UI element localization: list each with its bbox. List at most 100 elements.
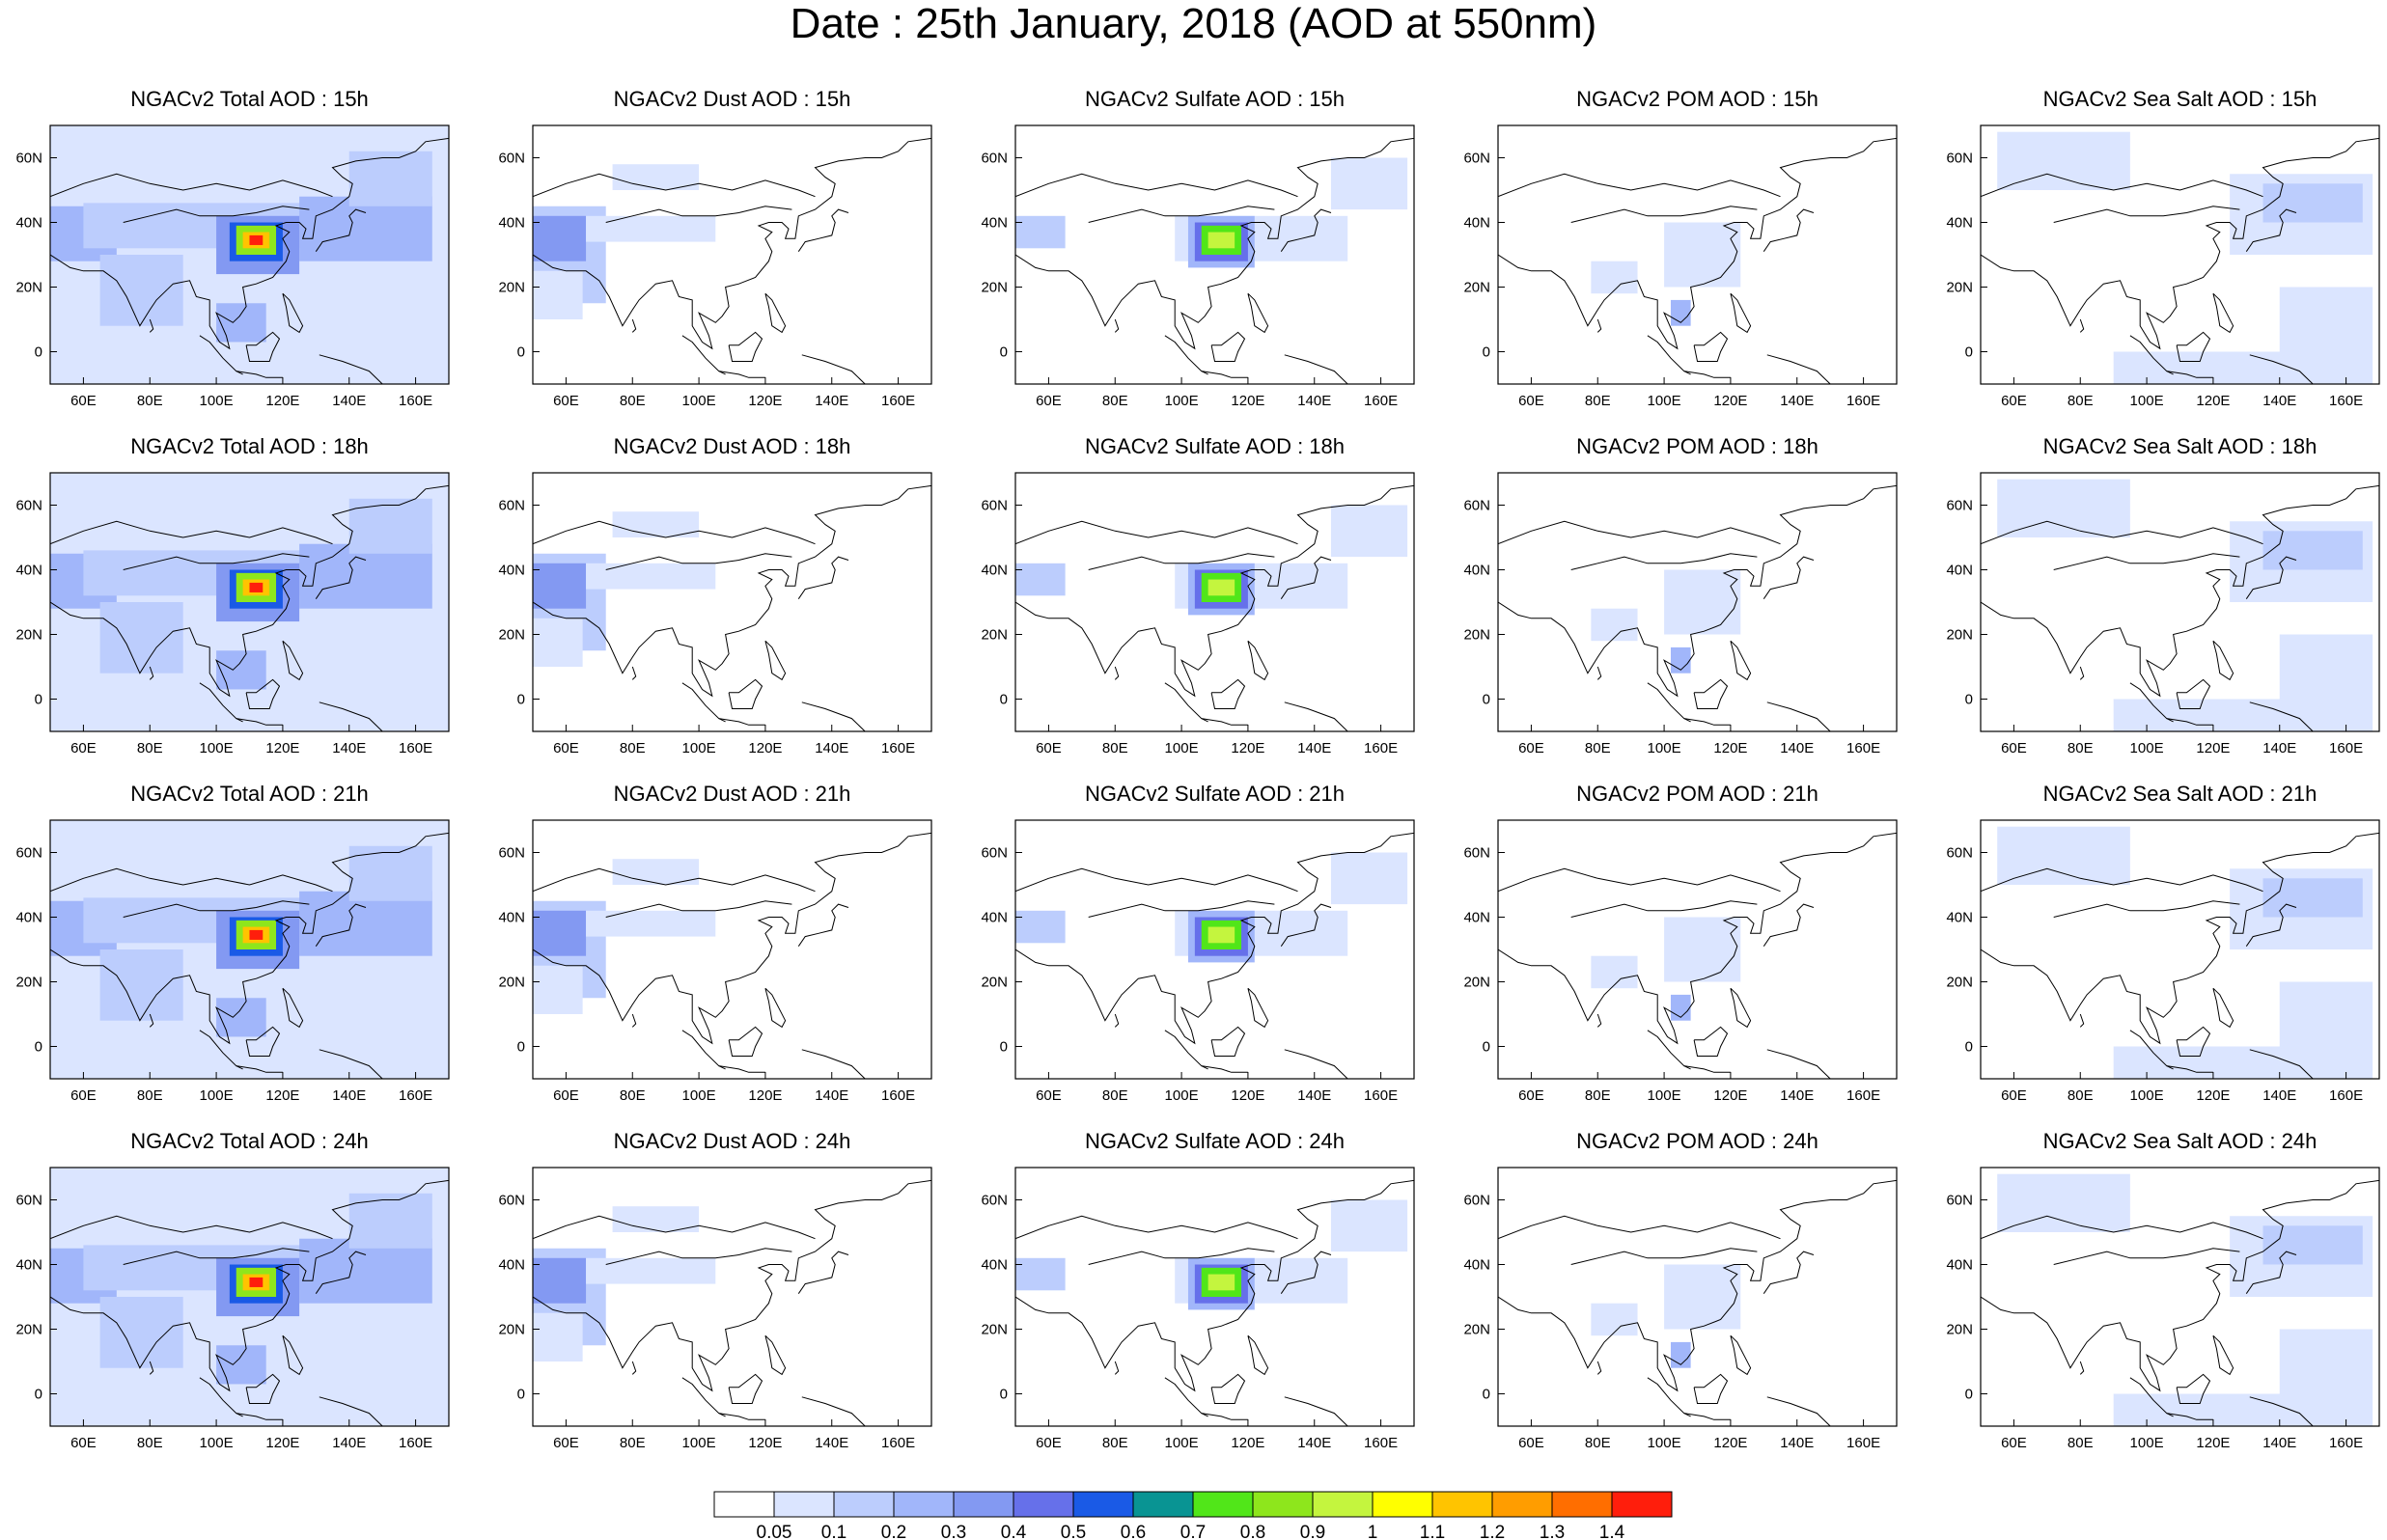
y-tick-label: 20N [1463, 975, 1490, 991]
y-tick-label: 20N [498, 280, 525, 296]
coastline [315, 903, 367, 947]
x-tick-label: 120E [748, 1087, 782, 1104]
coastline [236, 1065, 283, 1073]
coastline [319, 1049, 383, 1079]
y-tick-label: 40N [1463, 1257, 1490, 1274]
x-tick-label: 160E [881, 1435, 915, 1451]
coastline [1210, 1373, 1246, 1404]
x-tick-label: 140E [2262, 1435, 2296, 1451]
aod-cell [299, 196, 432, 261]
coastline [1647, 1030, 1691, 1070]
coastline [1164, 335, 1208, 375]
coastline [1570, 900, 1758, 918]
x-tick-label: 100E [682, 1435, 716, 1451]
coastline [1730, 640, 1752, 681]
panel-title: NGACv2 Sea Salt AOD : 18h [2042, 434, 2318, 458]
coastline [236, 1413, 283, 1420]
x-tick-label: 140E [2262, 1087, 2296, 1104]
x-tick-label: 120E [1713, 1087, 1747, 1104]
colorbar-swatch [1551, 1491, 1613, 1518]
y-tick-label: 40N [1946, 1257, 1973, 1274]
aod-field [50, 125, 449, 384]
aod-cell [533, 270, 583, 319]
aod-cell [1015, 215, 1066, 249]
y-tick-label: 0 [1965, 1039, 1973, 1056]
aod-cell [586, 215, 716, 242]
x-tick-label: 100E [2130, 393, 2164, 409]
y-tick-label: 0 [1000, 1387, 1008, 1403]
coastline [1981, 137, 2379, 350]
x-tick-label: 80E [1102, 740, 1128, 756]
coastline [1015, 1215, 1298, 1240]
coastline [1981, 484, 2379, 698]
y-tick-label: 0 [35, 344, 42, 361]
y-tick-label: 0 [1000, 692, 1008, 708]
x-tick-label: 100E [1648, 1087, 1681, 1104]
colorbar-label: 0.8 [1240, 1523, 1265, 1540]
x-tick-label: 80E [620, 740, 646, 756]
coastline [1766, 1396, 1831, 1426]
x-tick-label: 120E [1231, 1087, 1264, 1104]
colorbar-swatch [1252, 1491, 1314, 1518]
coastline [681, 1377, 726, 1417]
aod-cell [1997, 826, 2130, 885]
coastline [1201, 718, 1248, 726]
map-plot: 60E 80E 100E 120E 140E 160E 60N 40N 20N 0 [498, 819, 932, 1104]
coastline [1088, 206, 1275, 223]
plot-frame [532, 472, 932, 732]
coastline [533, 1215, 816, 1240]
coastline [319, 354, 383, 384]
coastline [1981, 520, 2263, 545]
x-tick-label: 100E [2130, 1087, 2164, 1104]
aod-cell [1207, 232, 1235, 249]
y-tick-label: 60N [498, 151, 525, 167]
coastline [797, 556, 849, 599]
coastline [1596, 1361, 1602, 1375]
y-tick-label: 20N [981, 627, 1008, 644]
aod-cell [2262, 183, 2363, 223]
coastline [2053, 206, 2240, 223]
x-tick-label: 60E [553, 1435, 579, 1451]
coastline [797, 208, 849, 252]
y-tick-label: 60N [1463, 151, 1490, 167]
coastline [1088, 553, 1275, 570]
x-tick-label: 120E [748, 1435, 782, 1451]
map-panel: NGACv2 Sea Salt AOD : 21h 60E 80E 100E 120E 1… [1946, 782, 2380, 1117]
y-tick-label: 60N [981, 498, 1008, 514]
colorbar-label: 0.9 [1300, 1523, 1325, 1540]
x-tick-label: 80E [1102, 1087, 1128, 1104]
colorbar-label: 0.05 [757, 1523, 792, 1540]
plot-frame [1014, 472, 1415, 732]
x-tick-label: 100E [1648, 740, 1681, 756]
y-tick-label: 40N [981, 215, 1008, 232]
aod-cell [2279, 287, 2373, 352]
aod-cell [216, 303, 266, 343]
colorbar-label: 1.3 [1540, 1523, 1565, 1540]
map-panel: NGACv2 POM AOD : 18h 60E 80E 100E 120E 140E 16… [1463, 434, 1898, 770]
plot-frame [49, 819, 450, 1080]
x-tick-label: 80E [620, 393, 646, 409]
coastline [1730, 292, 1752, 334]
x-tick-label: 100E [682, 740, 716, 756]
colorbar-swatch [953, 1491, 1014, 1518]
coastline [681, 335, 726, 375]
x-tick-label: 80E [1585, 1435, 1611, 1451]
panel-title: NGACv2 Sulfate AOD : 15h [1084, 87, 1346, 111]
aod-cell [1015, 563, 1066, 596]
coastline [533, 1179, 931, 1392]
aod-cell [249, 929, 264, 940]
x-tick-label: 120E [1231, 740, 1264, 756]
coastline [1280, 903, 1332, 947]
plot-frame [49, 124, 450, 385]
coastline [1498, 173, 1781, 198]
aod-cell [99, 255, 183, 326]
panel-title: NGACv2 Dust AOD : 15h [613, 87, 851, 111]
coastline [2249, 1049, 2314, 1079]
colorbar-swatch [893, 1491, 955, 1518]
panel-title: NGACv2 Dust AOD : 24h [613, 1129, 851, 1153]
map-plot: 60E 80E 100E 120E 140E 160E 60N 40N 20N 0 [1946, 1167, 2380, 1451]
x-tick-label: 60E [1036, 1435, 1062, 1451]
coastline [1730, 1334, 1752, 1376]
coastline [1247, 1334, 1269, 1376]
coastline [1498, 137, 1897, 350]
